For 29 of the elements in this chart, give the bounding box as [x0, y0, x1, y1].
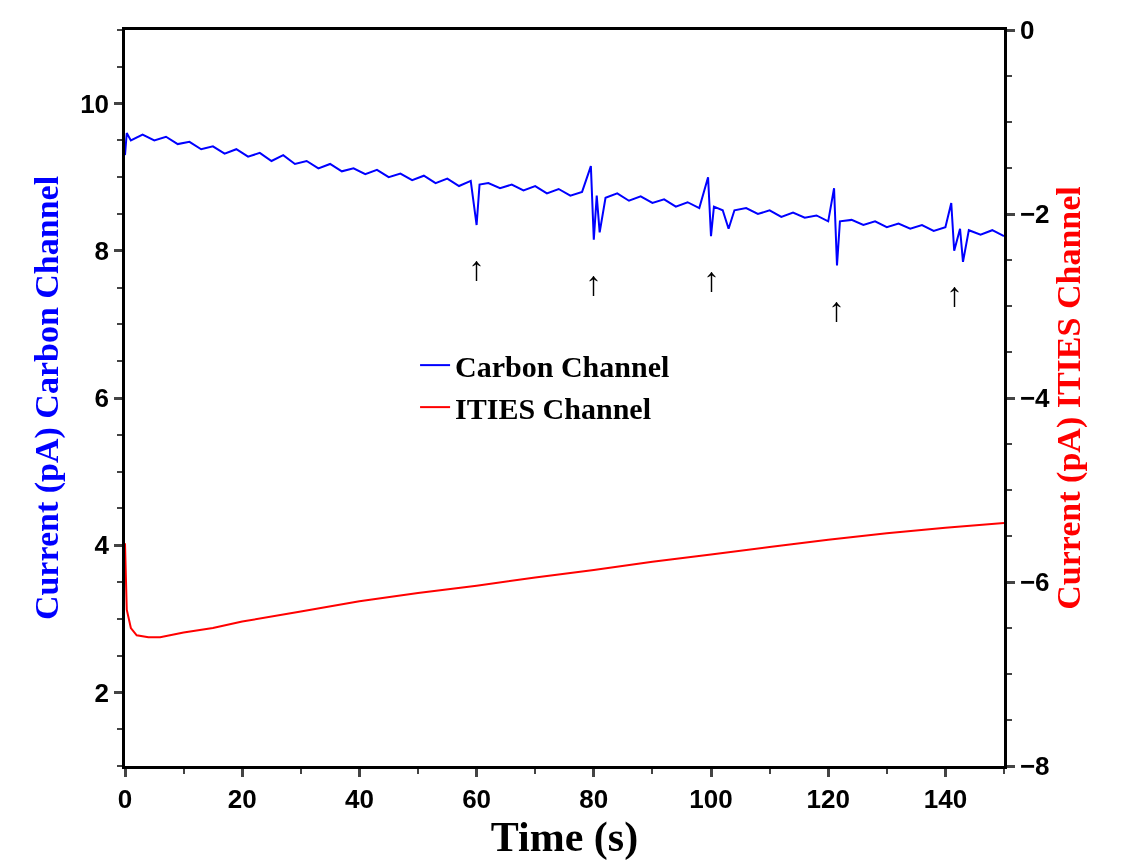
y2-tick-label: −2	[1019, 199, 1050, 230]
y2-tick-label: −6	[1019, 567, 1050, 598]
y2-tick-label: −8	[1019, 751, 1050, 782]
x-tick-label: 140	[923, 783, 968, 814]
x-tick-label: 120	[806, 783, 850, 814]
y-tick-label: 4	[94, 530, 110, 561]
y-tick-label: 8	[94, 235, 110, 266]
y-axis-title: Current (pA) Carbon Channel	[27, 175, 66, 621]
y-tick-label: 2	[94, 677, 110, 708]
x-tick-label: 20	[227, 783, 257, 814]
y2-tick-label: −4	[1019, 383, 1051, 414]
y-tick-label: 6	[94, 383, 110, 414]
x-tick-label: 40	[344, 783, 374, 814]
x-axis-title: Time (s)	[490, 813, 639, 861]
x-tick-label: 60	[462, 783, 492, 814]
x-tick-label: 0	[117, 783, 133, 814]
y2-axis-title: Current (pA) ITIES Channel	[1050, 186, 1089, 610]
line-series	[125, 522, 1004, 639]
annotation: ↑	[585, 264, 602, 302]
x-tick-label: 100	[689, 783, 733, 814]
x-tick-label: 80	[579, 783, 609, 814]
annotation: ↑	[468, 249, 485, 287]
y2-tick-label: 0	[1019, 15, 1035, 46]
annotation: ↑	[703, 260, 720, 298]
y-tick-label: 10	[80, 88, 110, 119]
annotation: ↑	[828, 290, 845, 328]
annotation: ↑	[946, 275, 963, 313]
legend-label: ITIES Channel	[455, 391, 652, 425]
legend-label: Carbon Channel	[455, 349, 670, 383]
